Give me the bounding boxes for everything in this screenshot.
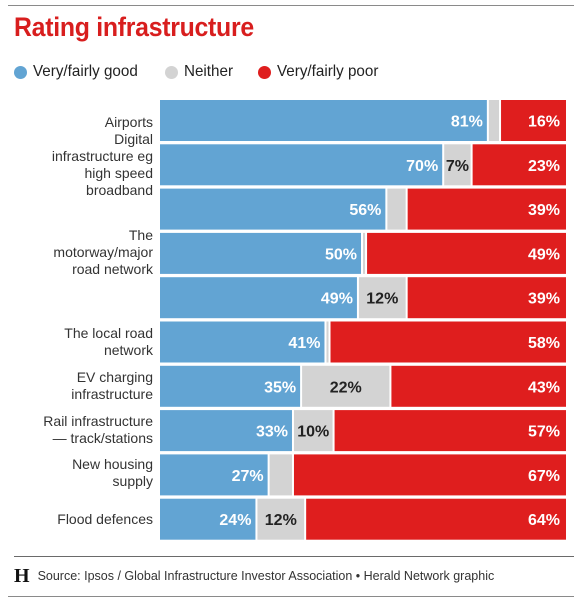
source-note: Source: Ipsos / Global Infrastructure In… [37,569,495,583]
value-label-poor-9: 67% [528,468,560,485]
bar-neither-7 [302,365,390,407]
value-label-good-7: 35% [264,379,296,396]
value-label-poor-6: 58% [528,335,560,352]
value-label-poor-3: 39% [528,202,560,219]
value-label-good-9: 27% [232,468,264,485]
category-label-4-line-3: road network [72,261,154,277]
legend-swatch-good [14,65,27,79]
bar-neither-9 [269,454,292,496]
category-label-1-line-1: Airports [105,114,153,130]
bar-poor-7 [391,365,566,407]
bar-good-1 [160,100,487,141]
value-label-neither-10: 12% [265,512,297,529]
value-label-neither-5: 12% [366,291,398,308]
value-label-poor-7: 43% [528,379,560,396]
bar-neither-8 [293,410,333,452]
category-label-6-line-1: The local road [64,325,153,341]
bar-good-7 [160,365,301,407]
herald-logo: H [14,565,30,587]
legend-label-good: Very/fairly good [33,63,138,80]
category-label-10-line-1: Flood defences [57,511,153,527]
footer-rule [14,556,574,557]
bar-good-6 [160,321,325,363]
bar-poor-4 [367,232,566,274]
category-label-4-line-1: The [129,227,153,243]
legend: Very/fairly good Neither Very/fairly poo… [14,62,406,82]
value-label-poor-5: 39% [528,291,560,308]
value-label-neither-2: 7% [446,158,469,175]
value-label-neither-8: 10% [297,424,329,441]
legend-swatch-poor [257,65,271,79]
value-label-good-8: 33% [256,424,288,441]
bar-neither-2 [444,144,471,186]
value-label-good-3: 56% [349,202,381,219]
category-label-9-line-1: New housing [72,456,153,472]
bar-poor-8 [334,410,566,452]
bar-poor-1 [501,100,566,141]
value-label-good-10: 24% [219,512,251,529]
bar-neither-10 [257,498,305,540]
bar-poor-5 [407,277,566,319]
category-label-4-line-2: motorway/major [53,244,153,260]
category-label-1-line-2: Digital [114,131,153,147]
legend-label-neither: Neither [184,63,234,80]
bar-good-8 [160,410,292,452]
bar-good-5 [160,277,357,319]
category-label-9-line-2: supply [113,473,153,489]
legend-item-neither: Neither [165,63,236,81]
bar-good-3 [160,188,386,230]
value-label-good-4: 50% [325,246,357,263]
legend-swatch-neither [165,65,179,79]
bar-good-2 [160,144,443,186]
value-label-good-6: 41% [288,335,320,352]
bar-poor-9 [293,454,566,496]
value-label-good-1: 81% [451,114,483,131]
bar-poor-10 [306,498,566,540]
bar-neither-3 [387,188,406,230]
value-label-poor-10: 64% [528,512,560,529]
legend-label-poor: Very/fairly poor [276,63,379,80]
value-label-poor-4: 49% [528,246,560,263]
category-label-7-line-1: EV charging [77,369,153,385]
category-label-1-line-4: high speed [84,165,153,181]
bar-neither-4 [363,232,366,274]
value-label-good-2: 70% [406,158,438,175]
value-label-poor-1: 16% [528,114,560,131]
legend-item-good: Very/fairly good [14,63,143,81]
value-label-poor-2: 23% [528,158,560,175]
bar-good-9 [160,454,268,496]
footer: H Source: Ipsos / Global Infrastructure … [14,566,494,586]
top-rule [8,5,574,6]
legend-item-poor: Very/fairly poor [257,63,384,81]
value-label-good-5: 49% [321,291,353,308]
bar-neither-6 [326,321,329,363]
category-label-7-line-2: infrastructure [71,386,153,402]
bar-poor-3 [407,188,566,230]
bar-good-10 [160,498,256,540]
category-label-1-line-3: infrastructure eg [52,148,153,164]
category-label-8-line-1: Rail infrastructure [43,413,153,429]
category-label-1-line-5: broadband [86,182,153,198]
bar-poor-6 [330,321,566,363]
bar-neither-1 [488,100,500,141]
bottom-rule [8,596,574,597]
value-label-poor-8: 57% [528,424,560,441]
category-label-8-line-2: — track/stations [53,430,153,446]
category-label-6-line-2: network [104,342,154,358]
bar-neither-5 [358,277,406,319]
chart-title: Rating infrastructure [14,12,254,42]
value-label-neither-7: 22% [330,379,362,396]
bar-poor-2 [472,144,566,186]
bar-good-4 [160,232,361,274]
